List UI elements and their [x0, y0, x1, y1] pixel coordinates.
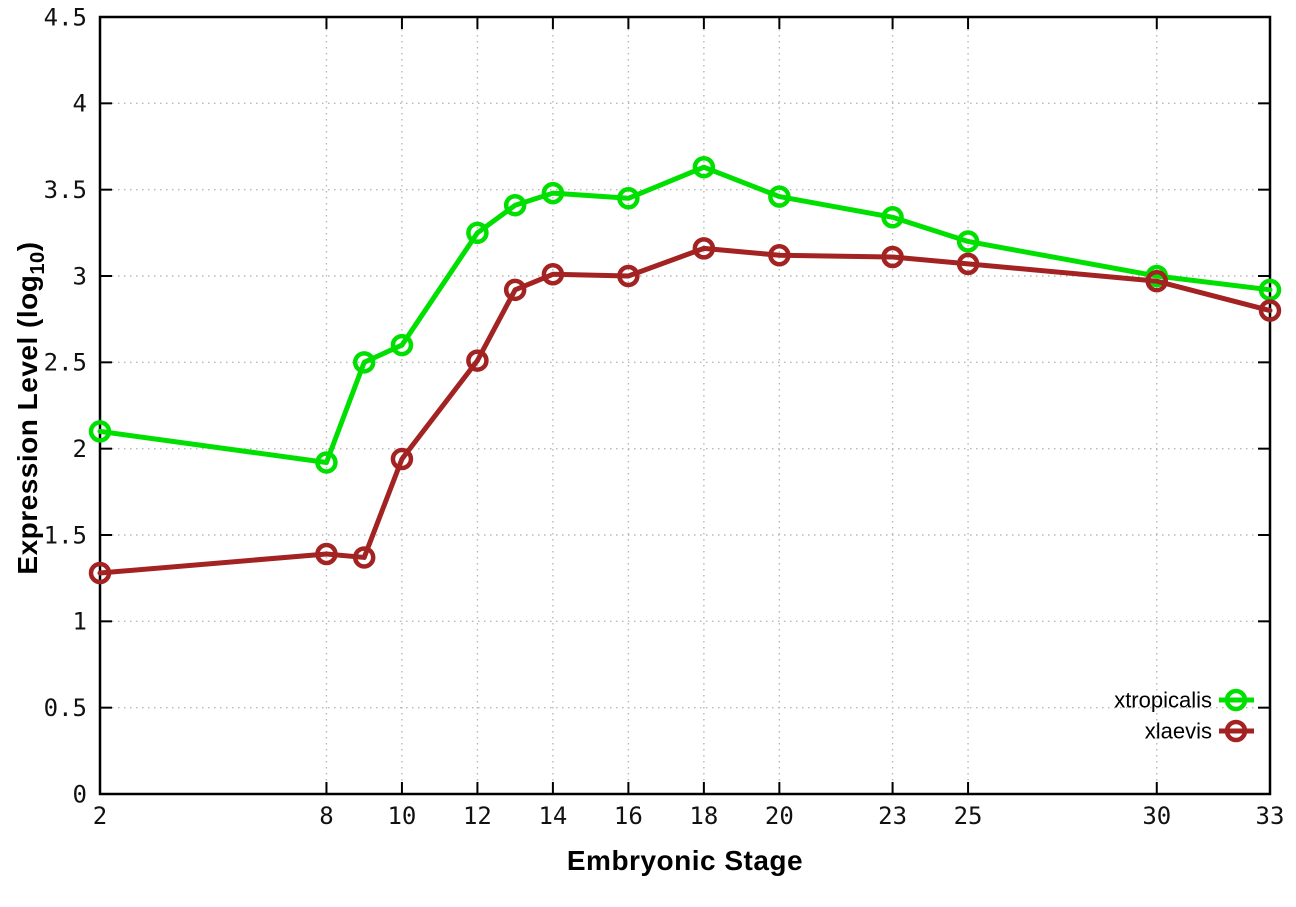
x-tick-label: 16	[614, 802, 643, 830]
data-point-xtropicalis	[956, 230, 980, 253]
y-tick-label: 3.5	[44, 176, 87, 204]
y-tick-label: 2.5	[44, 349, 87, 377]
y-tick-label: 3	[73, 262, 87, 290]
y-tick-label: 0.5	[44, 694, 87, 722]
y-tick-label: 0	[73, 780, 87, 808]
x-tick-label: 18	[689, 802, 718, 830]
x-tick-label: 14	[538, 802, 567, 830]
x-tick-label: 25	[954, 802, 983, 830]
data-point-xlaevis	[390, 447, 414, 471]
legend-sample-marker-xlaevis	[1224, 719, 1248, 743]
x-tick-label: 12	[463, 802, 492, 830]
data-point-xlaevis	[315, 542, 338, 566]
data-point-xtropicalis	[352, 351, 376, 374]
data-point-xtropicalis	[88, 420, 112, 443]
series-line-xtropicalis	[97, 164, 1273, 465]
data-point-xtropicalis	[390, 333, 414, 357]
data-point-xtropicalis	[881, 206, 904, 229]
x-tick-label: 10	[387, 802, 416, 830]
y-axis-title: Expression Level (log10)	[12, 241, 50, 574]
data-point-xlaevis	[1258, 299, 1282, 322]
legend-label-xtropicalis: xtropicalis	[1114, 688, 1212, 713]
data-point-xlaevis	[881, 245, 904, 269]
y-tick-label: 4	[73, 90, 87, 118]
data-point-xlaevis	[88, 561, 112, 585]
x-tick-label: 2	[93, 802, 107, 830]
data-point-xlaevis	[541, 263, 565, 286]
y-axis-title-text: Expression Level (log	[12, 274, 44, 575]
data-point-xlaevis	[503, 278, 527, 302]
data-point-xtropicalis	[541, 181, 565, 205]
y-tick-label: 1	[73, 608, 87, 636]
data-point-xtropicalis	[768, 185, 791, 208]
x-tick-label: 23	[878, 802, 907, 830]
data-point-xlaevis	[768, 244, 791, 267]
data-point-xtropicalis	[315, 451, 338, 474]
x-tick-label: 33	[1256, 802, 1285, 830]
data-point-xlaevis	[466, 349, 489, 372]
data-point-xtropicalis	[617, 187, 640, 210]
data-point-xtropicalis	[1258, 278, 1282, 302]
data-point-xlaevis	[956, 252, 980, 276]
y-axis-title-subscript: 10	[26, 251, 49, 275]
series-line-xlaevis	[97, 245, 1273, 576]
y-tick-label: 2	[73, 435, 87, 463]
data-point-xtropicalis	[503, 193, 527, 217]
legend-label-xlaevis: xlaevis	[1145, 719, 1212, 744]
data-point-xlaevis	[352, 546, 376, 569]
legend-sample-marker-xtropicalis	[1224, 688, 1248, 712]
data-point-xlaevis	[692, 237, 716, 260]
data-point-xlaevis	[1145, 269, 1169, 293]
y-axis-title-suffix: )	[12, 241, 44, 252]
x-tick-label: 8	[319, 802, 333, 830]
y-tick-label: 1.5	[44, 521, 87, 549]
x-tick-label: 30	[1142, 802, 1171, 830]
x-axis-title: Embryonic Stage	[566, 845, 804, 876]
y-tick-label: 4.5	[44, 3, 87, 31]
data-point-xtropicalis	[692, 155, 716, 179]
data-point-xtropicalis	[466, 221, 489, 245]
data-point-xlaevis	[617, 264, 640, 288]
plot-border	[98, 15, 1272, 796]
x-tick-label: 20	[765, 802, 794, 830]
